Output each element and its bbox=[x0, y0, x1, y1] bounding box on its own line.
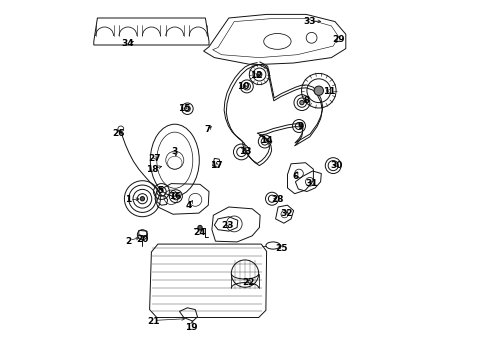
Text: 12: 12 bbox=[249, 71, 262, 80]
Text: 29: 29 bbox=[332, 35, 345, 44]
Text: 24: 24 bbox=[194, 228, 206, 237]
Text: 7: 7 bbox=[204, 125, 210, 134]
Text: 16: 16 bbox=[169, 192, 181, 201]
Text: 23: 23 bbox=[221, 220, 233, 230]
Text: 18: 18 bbox=[146, 165, 159, 174]
Circle shape bbox=[314, 86, 323, 95]
Circle shape bbox=[140, 197, 145, 201]
Text: 21: 21 bbox=[147, 317, 159, 325]
Text: 31: 31 bbox=[305, 179, 318, 188]
Circle shape bbox=[300, 100, 304, 105]
Text: 28: 28 bbox=[271, 195, 284, 204]
Text: 26: 26 bbox=[112, 129, 124, 138]
Text: 10: 10 bbox=[237, 82, 249, 91]
Text: 15: 15 bbox=[177, 104, 190, 113]
Text: 30: 30 bbox=[331, 161, 343, 170]
Text: 13: 13 bbox=[239, 147, 251, 156]
Text: 25: 25 bbox=[275, 244, 287, 253]
Text: 2: 2 bbox=[125, 237, 131, 246]
Text: 6: 6 bbox=[292, 172, 298, 181]
Text: 27: 27 bbox=[148, 154, 161, 163]
Text: 33: 33 bbox=[303, 17, 316, 26]
Text: 22: 22 bbox=[243, 278, 255, 287]
Text: 11: 11 bbox=[323, 87, 336, 96]
Text: 17: 17 bbox=[210, 161, 222, 170]
Text: 9: 9 bbox=[297, 122, 304, 131]
Circle shape bbox=[257, 72, 262, 77]
Text: 32: 32 bbox=[280, 209, 293, 217]
Text: 34: 34 bbox=[122, 39, 134, 48]
Text: 20: 20 bbox=[136, 235, 148, 244]
Text: 1: 1 bbox=[125, 195, 131, 204]
Text: 5: 5 bbox=[157, 186, 164, 195]
Circle shape bbox=[198, 225, 202, 230]
Text: 19: 19 bbox=[185, 323, 197, 332]
Text: 3: 3 bbox=[172, 147, 178, 156]
Text: 8: 8 bbox=[303, 96, 309, 105]
Text: 14: 14 bbox=[260, 136, 273, 145]
Text: 4: 4 bbox=[186, 201, 193, 210]
